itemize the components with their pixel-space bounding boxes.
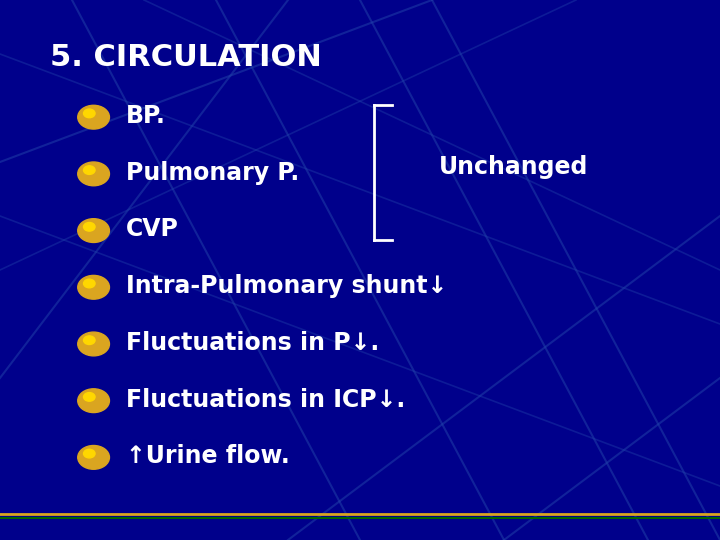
Circle shape xyxy=(78,275,109,299)
Circle shape xyxy=(78,219,109,242)
Circle shape xyxy=(84,222,95,231)
Text: Unchanged: Unchanged xyxy=(439,156,588,179)
Circle shape xyxy=(84,279,95,288)
Circle shape xyxy=(84,109,95,118)
Text: Pulmonary P.: Pulmonary P. xyxy=(126,161,300,185)
Circle shape xyxy=(78,389,109,413)
Text: Fluctuations in P↓.: Fluctuations in P↓. xyxy=(126,331,379,355)
Circle shape xyxy=(84,393,95,401)
Text: Intra-Pulmonary shunt↓: Intra-Pulmonary shunt↓ xyxy=(126,274,447,298)
Circle shape xyxy=(84,336,95,345)
Text: 5. CIRCULATION: 5. CIRCULATION xyxy=(50,43,322,72)
Circle shape xyxy=(78,162,109,186)
Circle shape xyxy=(84,166,95,174)
Circle shape xyxy=(78,332,109,356)
Circle shape xyxy=(78,446,109,469)
Text: ↑Urine flow.: ↑Urine flow. xyxy=(126,444,289,468)
Text: BP.: BP. xyxy=(126,104,166,128)
Text: Fluctuations in ICP↓.: Fluctuations in ICP↓. xyxy=(126,388,405,411)
Text: CVP: CVP xyxy=(126,218,179,241)
Circle shape xyxy=(84,449,95,458)
Circle shape xyxy=(78,105,109,129)
